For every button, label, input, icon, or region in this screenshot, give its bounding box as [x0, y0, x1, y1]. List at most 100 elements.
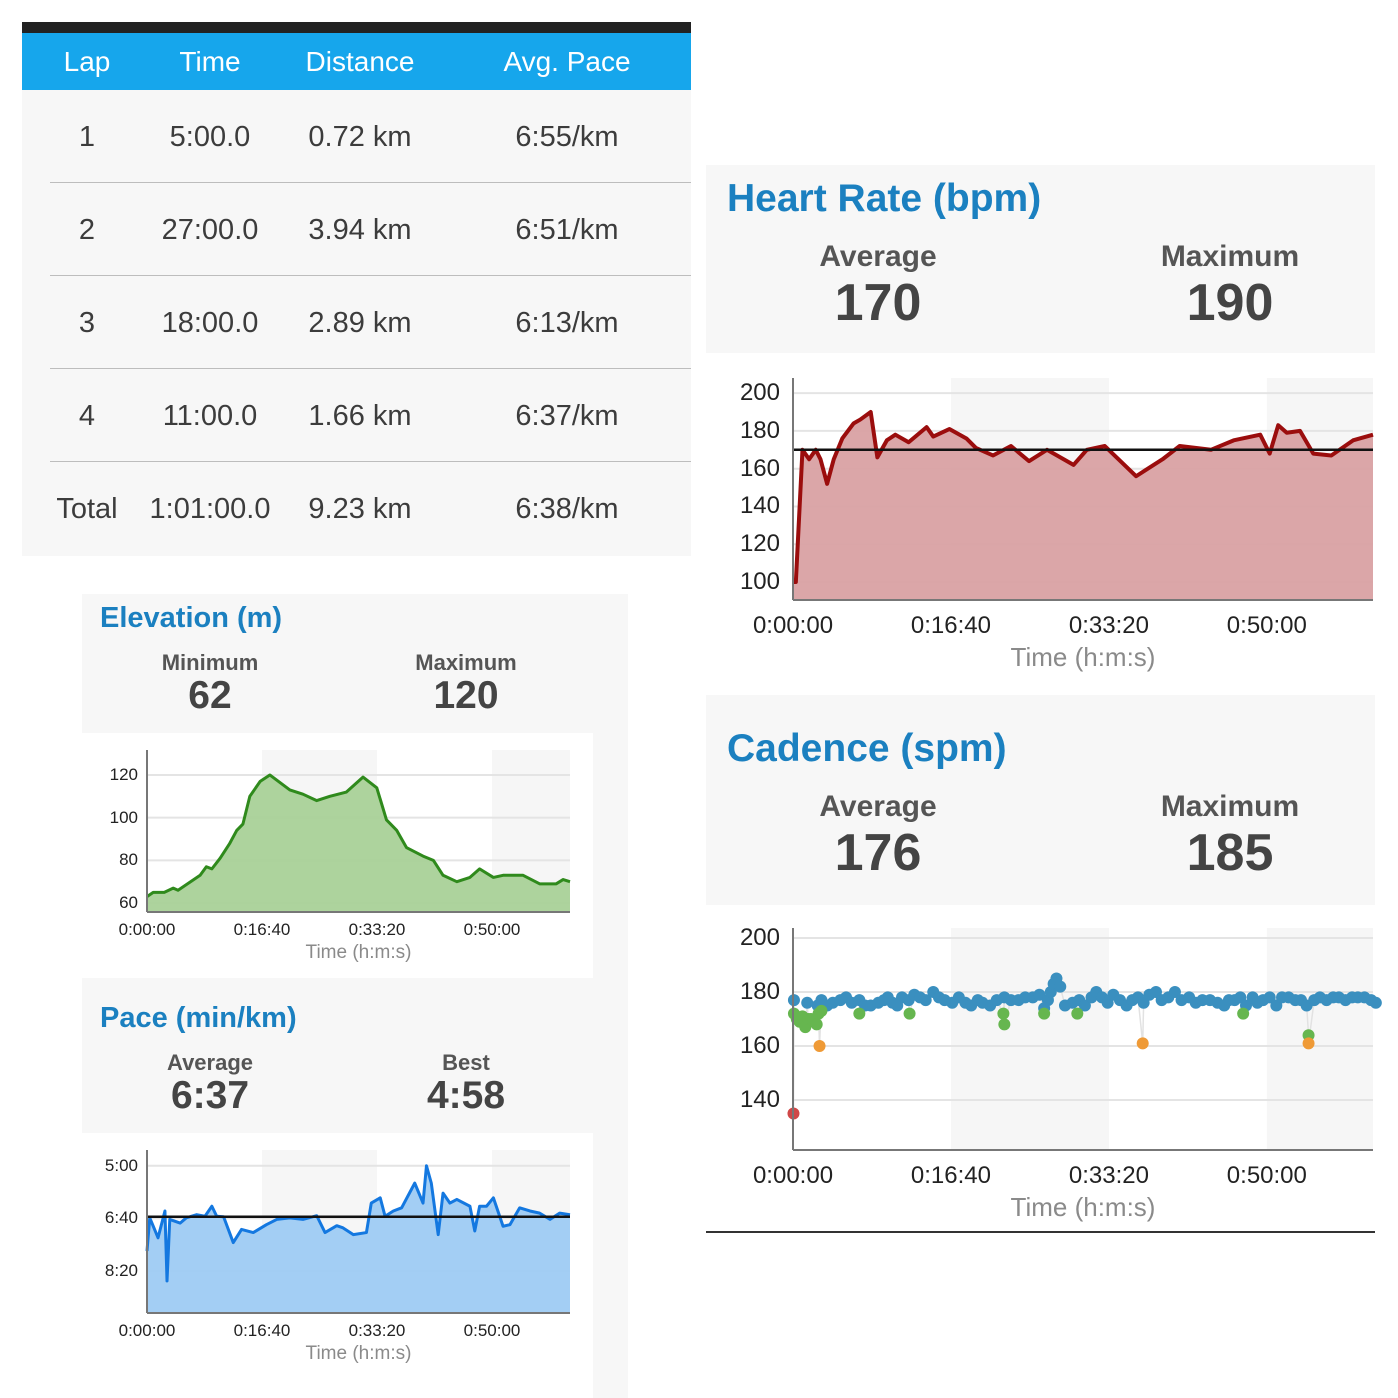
cell-time: 11:00.0: [162, 400, 258, 432]
x-tick-label: 0:00:00: [752, 1162, 834, 1189]
header-lap: Lap: [63, 46, 111, 77]
header-time: Time: [179, 46, 241, 77]
cell-lap: 2: [78, 214, 96, 246]
y-tick-label: 120: [109, 764, 138, 784]
data-point-normal: [1263, 991, 1276, 1004]
pace-average-value: 6:37: [170, 1074, 250, 1117]
x-tick-label: 0:50:00: [463, 1321, 521, 1340]
elevation-title: Elevation (m): [100, 602, 283, 634]
data-point-lower: [1136, 1037, 1149, 1050]
elevation-minimum-label: Minimum: [161, 650, 259, 675]
cell-distance: 9.23 km: [308, 493, 412, 525]
y-tick-label: 200: [739, 379, 780, 407]
table-row: Total 1:01:00.0 9.23 km 6:38/km: [22, 462, 691, 555]
x-axis-title: Time (h:m:s): [305, 942, 412, 963]
x-tick-label: 0:16:40: [233, 920, 291, 939]
series-area: [147, 774, 570, 912]
cell-lap: 4: [78, 400, 96, 432]
heart-rate-summary: Heart Rate (bpm) Average 170 Maximum 190: [706, 165, 1375, 353]
cell-distance: 3.94 km: [308, 214, 412, 246]
cell-lap: 3: [78, 307, 96, 339]
x-tick-label: 0:33:20: [1068, 1162, 1149, 1189]
x-tick-label: 0:00:00: [118, 920, 176, 939]
cell-avg-pace: 6:37/km: [515, 400, 619, 432]
cell-time: 27:00.0: [161, 214, 259, 246]
row-divider: [50, 368, 691, 369]
y-tick-label: 180: [739, 416, 780, 444]
series-area: [793, 412, 1373, 600]
table-row: 1 5:00.0 0.72 km 6:55/km: [22, 90, 691, 183]
data-point-normal: [1168, 986, 1181, 999]
x-tick-label: 0:16:40: [910, 612, 991, 639]
y-tick-label: 100: [109, 807, 138, 827]
data-point-low: [815, 1004, 828, 1017]
data-point-normal: [919, 994, 932, 1007]
y-tick-label: 120: [739, 530, 780, 558]
elevation-maximum-value: 120: [433, 674, 499, 717]
cadence-average-value: 176: [834, 824, 922, 882]
x-tick-label: 0:50:00: [1226, 612, 1307, 639]
y-tick-label: 140: [739, 492, 780, 520]
lap-table: Lap Time Distance Avg. Pace 1 5:00.0 0.72 …: [22, 22, 691, 556]
data-point-low: [997, 1007, 1010, 1020]
data-point-normal: [1054, 980, 1067, 993]
series-area: [147, 1165, 570, 1313]
data-point-normal: [1033, 988, 1046, 1001]
data-point-low: [1038, 1007, 1051, 1020]
pace-best-label: Best: [442, 1050, 490, 1075]
data-point-lower: [1302, 1037, 1315, 1050]
table-header: Lap Time Distance Avg. Pace: [22, 33, 691, 90]
x-tick-label: 0:00:00: [118, 1321, 176, 1340]
x-tick-label: 0:33:20: [1068, 612, 1149, 639]
cadence-title: Cadence (spm): [727, 727, 1007, 770]
data-point-lower: [813, 1040, 826, 1053]
time-band: [950, 928, 1109, 1150]
y-tick-label: 5:00: [104, 1155, 138, 1175]
pace-summary: Pace (min/km) Average 6:37 Best 4:58: [82, 982, 628, 1133]
data-point-low: [853, 1007, 866, 1020]
y-tick-label: 8:20: [104, 1260, 138, 1280]
time-band: [1266, 928, 1373, 1150]
series-line: [146, 773, 571, 898]
y-tick-label: 180: [739, 978, 780, 1005]
hr-average-value: 170: [834, 274, 922, 332]
cell-time: 1:01:00.0: [149, 493, 271, 525]
cell-avg-pace: 6:13/km: [515, 307, 619, 339]
heart-rate-title: Heart Rate (bpm): [727, 177, 1042, 220]
x-tick-label: 0:00:00: [752, 612, 834, 639]
cell-avg-pace: 6:51/km: [515, 214, 619, 246]
data-point-low: [1237, 1007, 1250, 1020]
cell-distance: 2.89 km: [308, 307, 412, 339]
cell-avg-pace: 6:38/km: [515, 493, 619, 525]
cell-time: 18:00.0: [161, 307, 259, 339]
row-divider: [50, 275, 691, 276]
table-row: 2 27:00.0 3.94 km 6:51/km: [22, 183, 691, 276]
cadence-summary: Cadence (spm) Average 176 Maximum 185: [706, 695, 1375, 905]
x-tick-label: 0:33:20: [348, 1321, 406, 1340]
y-tick-label: 160: [739, 1032, 780, 1060]
data-point-low: [810, 1018, 823, 1031]
x-axis-title: Time (h:m:s): [1010, 1192, 1156, 1222]
y-tick-label: 200: [739, 923, 780, 951]
cell-distance: 1.66 km: [308, 400, 412, 432]
divider: [706, 1231, 1375, 1233]
y-tick-label: 140: [739, 1086, 780, 1114]
table-row: 4 11:00.0 1.66 km 6:37/km: [22, 369, 691, 462]
x-tick-label: 0:16:40: [910, 1162, 991, 1189]
cell-lap: Total: [56, 493, 118, 525]
header-avg-pace: Avg. Pace: [503, 46, 631, 77]
elevation-minimum-value: 62: [188, 674, 232, 717]
table-top-bar: [22, 22, 691, 33]
hr-maximum-value: 190: [1186, 274, 1274, 332]
row-divider: [50, 461, 691, 462]
data-point-normal: [801, 996, 814, 1009]
cadence-maximum-label: Maximum: [1160, 790, 1300, 823]
pace-average-label: Average: [166, 1050, 254, 1075]
data-point-normal: [1369, 996, 1382, 1009]
x-tick-label: 0:16:40: [233, 1321, 291, 1340]
cell-time: 5:00.0: [169, 121, 251, 153]
data-point-low: [1071, 1007, 1084, 1020]
